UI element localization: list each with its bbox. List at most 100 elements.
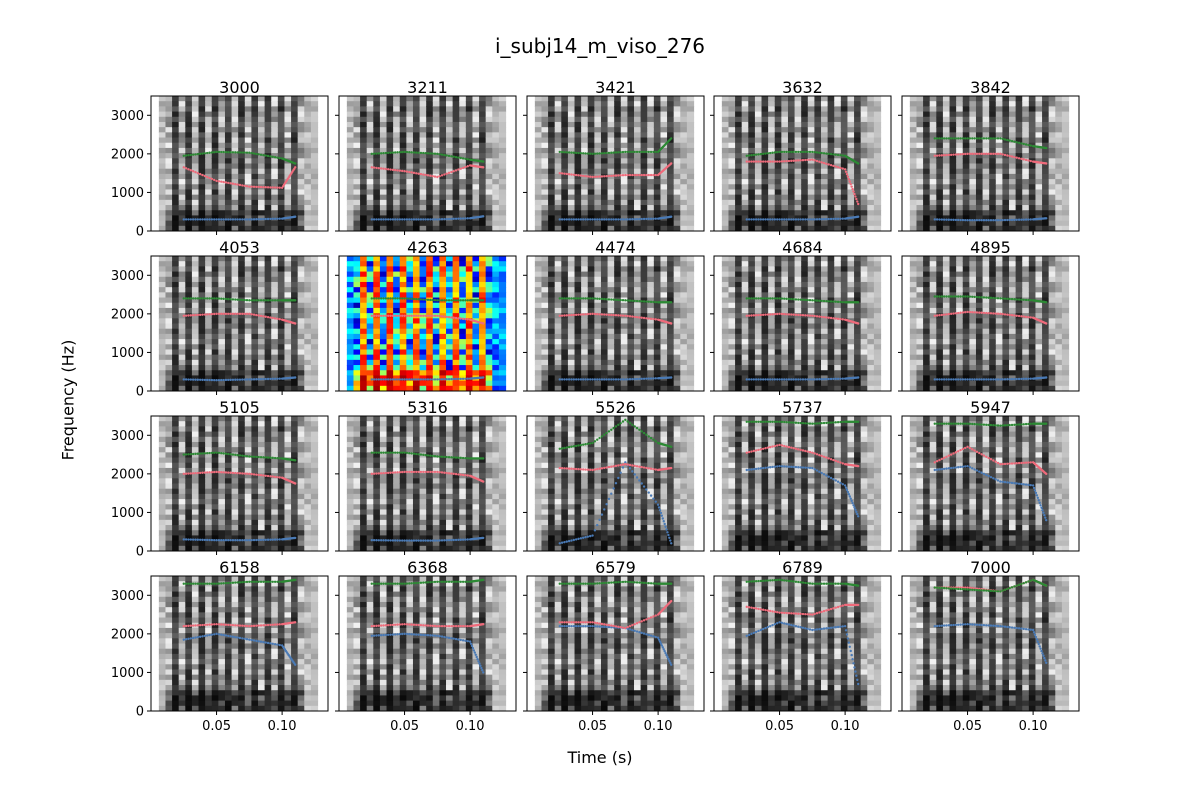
track-point — [231, 635, 235, 638]
y-axis-label: Frequency (Hz) — [58, 339, 78, 461]
track-point — [457, 638, 460, 641]
panel-frame — [526, 575, 705, 712]
track-point — [797, 159, 800, 162]
track-point — [229, 218, 232, 221]
track-point — [255, 299, 258, 302]
track-point — [612, 378, 615, 381]
track-point — [450, 170, 453, 174]
spectrogram-image — [346, 256, 507, 391]
track-point — [452, 624, 455, 628]
track-point — [438, 455, 441, 458]
track-point — [750, 314, 753, 317]
track-point — [764, 160, 767, 163]
track-point — [189, 169, 192, 172]
track-point — [603, 313, 606, 316]
track-point — [370, 634, 373, 637]
f3-track — [182, 297, 297, 302]
track-point — [191, 636, 195, 640]
track-point — [603, 175, 606, 178]
track-point — [806, 218, 809, 221]
track-point — [989, 589, 993, 593]
track-point — [846, 637, 850, 640]
track-point — [1013, 140, 1016, 143]
track-point — [945, 295, 948, 298]
track-point — [980, 311, 983, 314]
track-point — [933, 378, 936, 381]
track-point — [250, 538, 253, 542]
track-point — [454, 637, 458, 641]
track-point — [1043, 513, 1046, 517]
panel-4684: 4684 — [710, 238, 892, 395]
track-point — [633, 299, 636, 303]
y-tick-label: 3000 — [111, 269, 144, 284]
track-point — [450, 456, 453, 459]
track-point — [649, 300, 653, 304]
track-point — [628, 467, 632, 470]
track-point — [461, 317, 465, 321]
track-point — [747, 297, 751, 300]
track-point — [1008, 481, 1011, 484]
track-point — [271, 538, 274, 541]
track-point — [785, 378, 788, 381]
track-point — [815, 315, 819, 318]
track-point — [447, 624, 451, 628]
track-point — [252, 473, 256, 476]
track-point — [935, 154, 939, 157]
track-point — [952, 466, 955, 469]
track-point — [766, 446, 770, 449]
track-point — [961, 218, 965, 222]
track-point — [393, 633, 397, 636]
track-point — [985, 473, 988, 477]
track-point — [187, 297, 190, 300]
y-tick-label: 2000 — [111, 147, 144, 162]
track-point — [985, 137, 988, 140]
panel-5526: 5526 — [523, 398, 705, 555]
track-point — [417, 314, 420, 317]
track-point — [182, 314, 185, 317]
track-point — [652, 497, 655, 500]
track-point — [783, 160, 786, 163]
track-point — [264, 580, 267, 583]
track-point — [184, 378, 188, 381]
track-point — [818, 582, 821, 585]
track-point — [607, 313, 611, 317]
track-point — [664, 525, 667, 528]
track-point — [276, 377, 279, 380]
track-point — [403, 297, 406, 300]
track-point — [825, 456, 828, 459]
track-point — [248, 185, 251, 188]
panel-4474: 4474 — [523, 238, 705, 395]
track-point — [593, 175, 597, 179]
track-point — [264, 474, 267, 477]
track-point — [196, 635, 200, 639]
track-point — [659, 642, 663, 645]
track-point — [1006, 138, 1009, 142]
track-point — [567, 151, 571, 154]
track-point — [257, 624, 260, 627]
track-point — [857, 420, 860, 423]
track-point — [750, 297, 753, 300]
track-point — [940, 624, 943, 627]
track-point — [785, 622, 788, 626]
track-point — [461, 639, 465, 642]
track-point — [429, 218, 432, 221]
track-point — [424, 298, 427, 301]
y-tick-label: 2000 — [111, 307, 144, 322]
track-point — [1003, 313, 1007, 316]
track-point — [811, 299, 814, 302]
track-point — [567, 173, 571, 176]
track-point — [660, 514, 664, 517]
track-point — [384, 378, 388, 381]
track-point — [450, 299, 453, 302]
track-point — [633, 173, 636, 177]
track-point — [443, 378, 446, 381]
track-point — [945, 624, 948, 627]
track-point — [567, 445, 571, 449]
track-point — [572, 151, 576, 154]
track-point — [255, 538, 258, 542]
track-point — [457, 377, 460, 381]
track-point — [638, 173, 641, 177]
track-point — [217, 539, 221, 542]
track-point — [759, 628, 763, 632]
track-point — [445, 636, 448, 639]
